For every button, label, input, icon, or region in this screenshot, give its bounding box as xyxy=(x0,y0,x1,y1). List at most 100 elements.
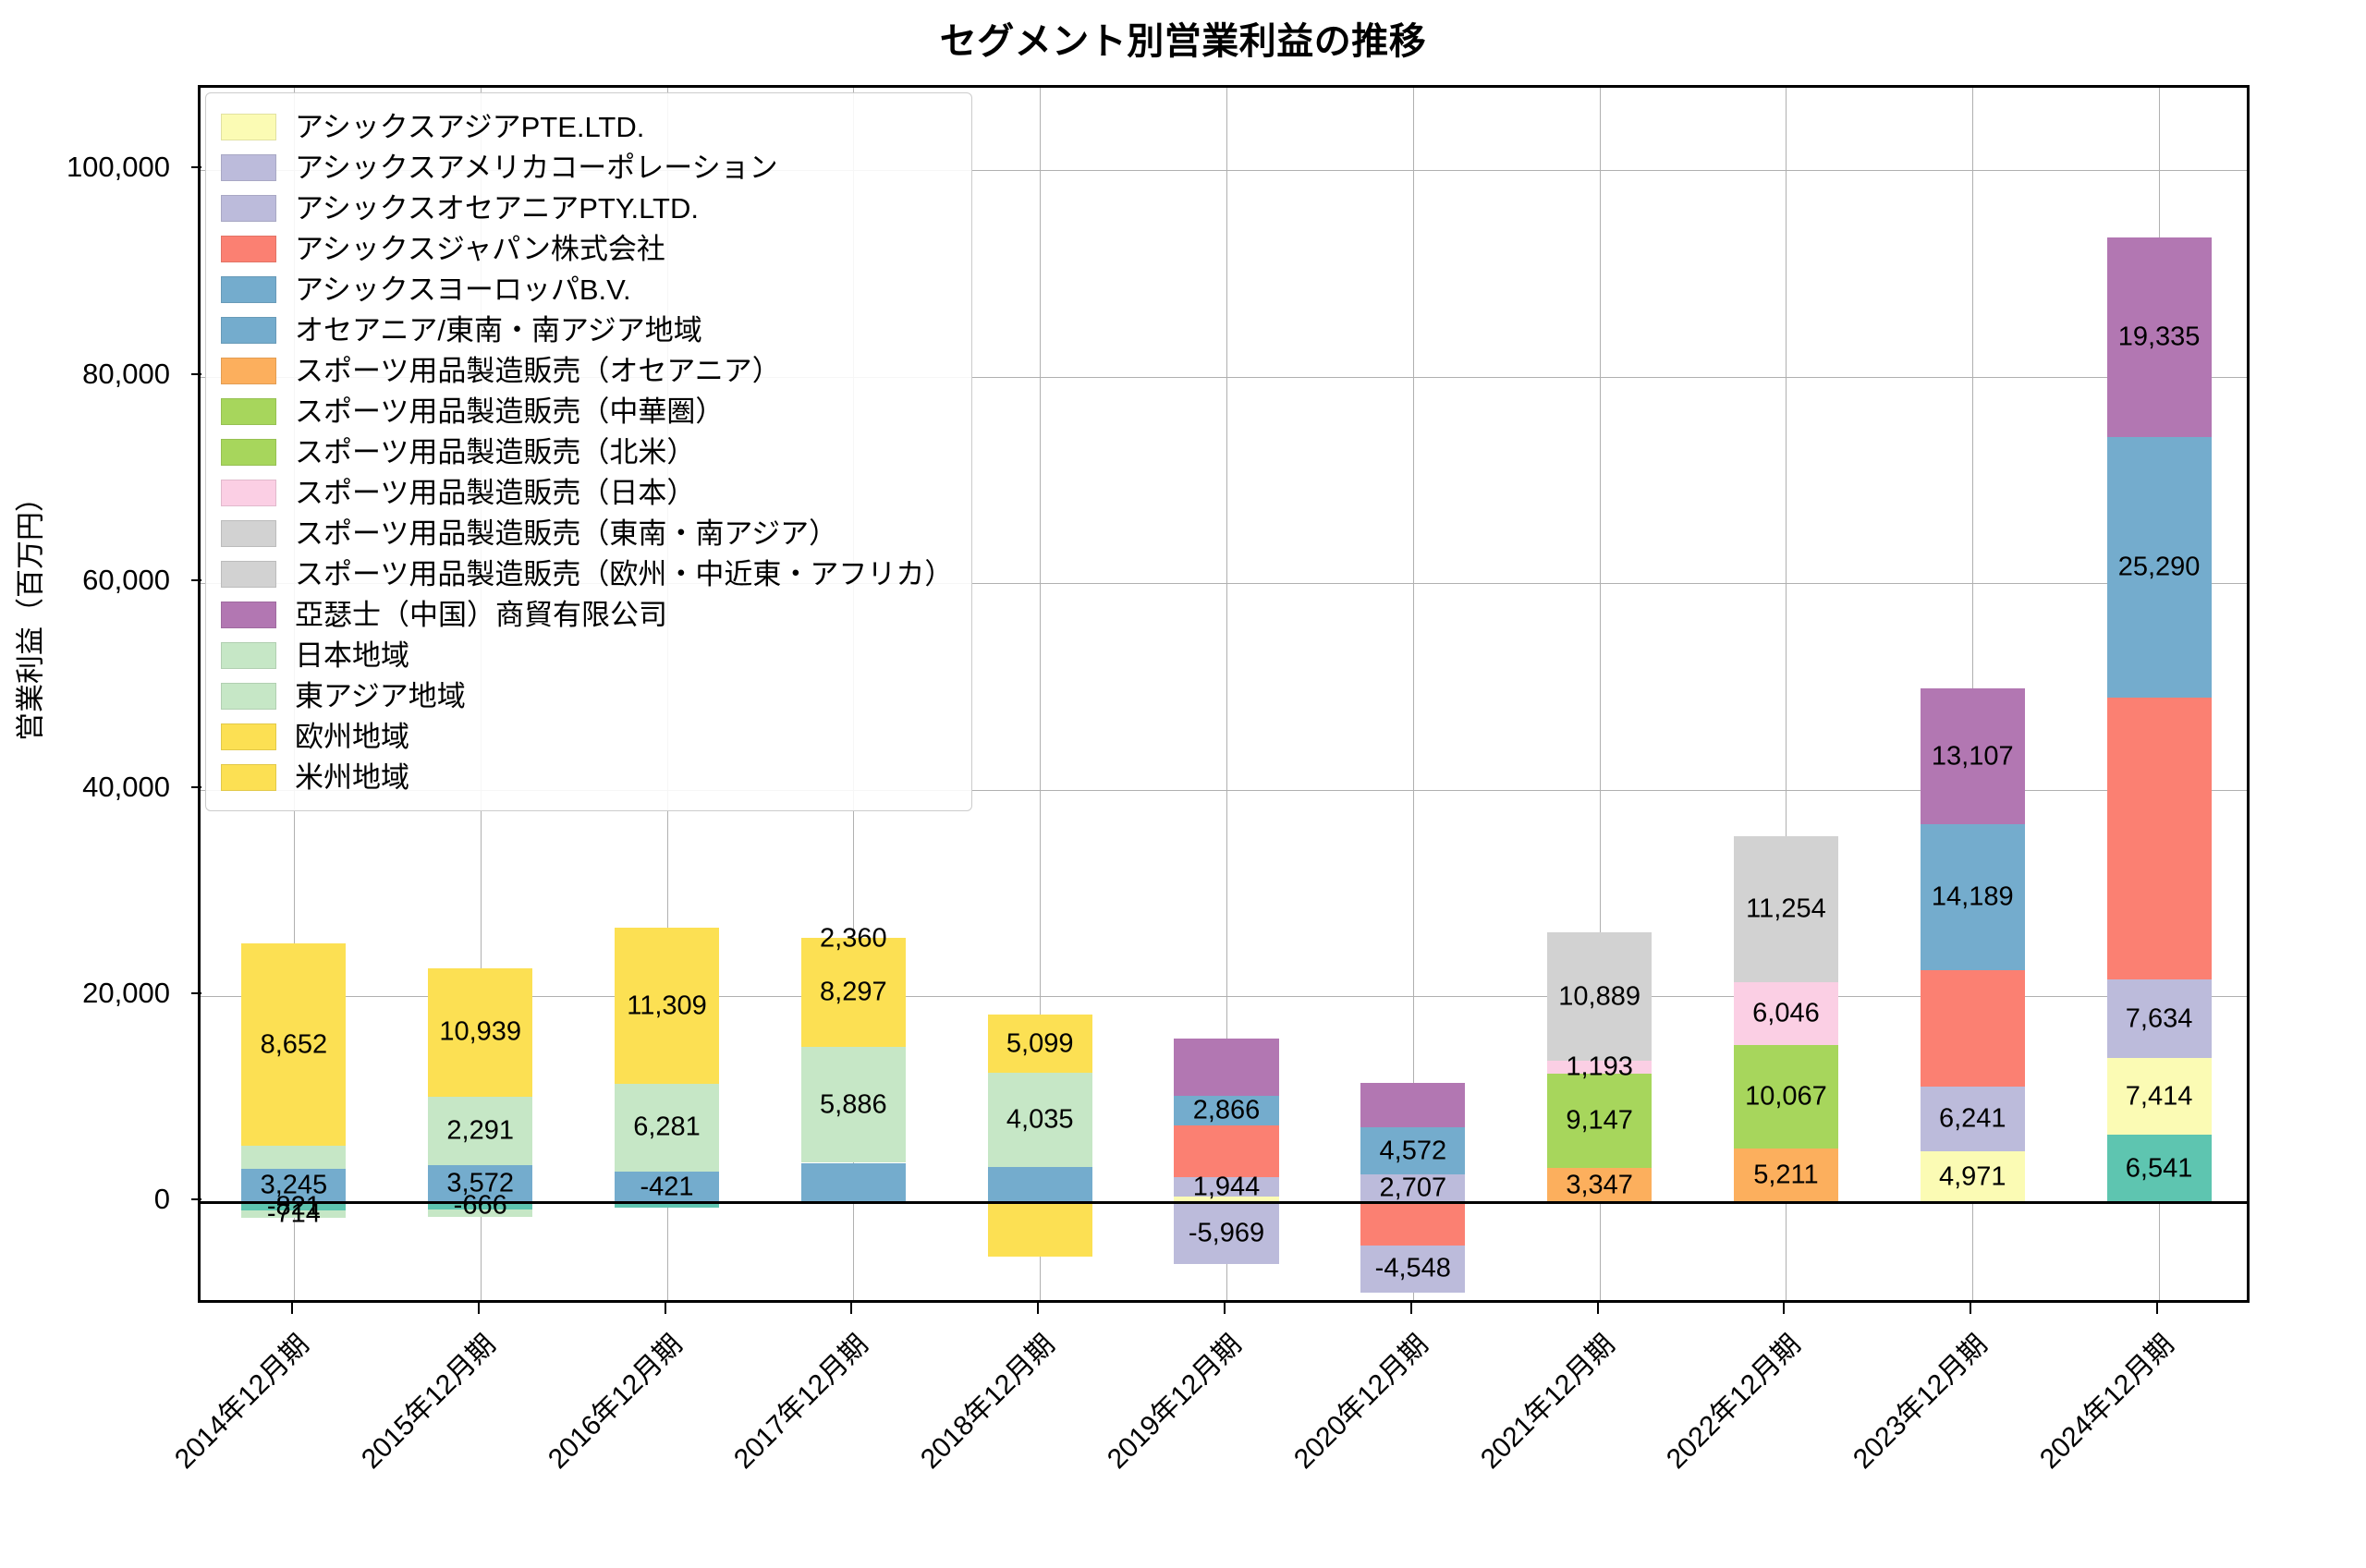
legend-item-label: 欧州地域 xyxy=(295,720,409,753)
bar-segment[interactable] xyxy=(1360,1202,1466,1246)
bar-segment[interactable] xyxy=(241,943,347,1147)
bar-segment[interactable] xyxy=(1733,1149,1838,1203)
bar-segment[interactable] xyxy=(428,1209,533,1217)
bar-segment[interactable] xyxy=(1920,1150,2025,1203)
bar-segment[interactable] xyxy=(1920,688,2025,824)
bar-segment[interactable] xyxy=(428,1096,533,1166)
bar-segment[interactable] xyxy=(987,1167,1092,1203)
bar-segment[interactable] xyxy=(1920,1087,2025,1151)
x-axis-tick-mark xyxy=(477,1303,480,1314)
bar-segment[interactable] xyxy=(1733,835,1838,983)
legend-item[interactable]: スポーツ用品製造販売（日本） xyxy=(221,472,953,513)
bar-segment[interactable] xyxy=(987,1015,1092,1074)
bar-group[interactable]: -4,548 2,707 4,572 xyxy=(1360,88,1466,1300)
bar-segment[interactable] xyxy=(987,1073,1092,1168)
bar-group[interactable]: 4,971 6,241 14,189 13,107 xyxy=(1920,88,2025,1300)
bar-segment[interactable] xyxy=(987,1202,1092,1258)
legend-item[interactable]: アシックスアメリカコーポレーション xyxy=(221,147,953,188)
legend-color-swatch xyxy=(221,641,276,669)
bar-segment[interactable] xyxy=(615,928,720,1084)
legend-item[interactable]: アシックスアジアPTE.LTD. xyxy=(221,106,953,147)
legend-item[interactable]: 欧州地域 xyxy=(221,716,953,757)
y-axis-tick-mark xyxy=(191,579,201,582)
bar-segment[interactable] xyxy=(1733,982,1838,1045)
legend-color-swatch xyxy=(221,397,276,425)
legend-color-swatch xyxy=(221,479,276,506)
bar-segment[interactable] xyxy=(1733,1044,1838,1149)
legend-item[interactable]: アシックスジャパン株式会社 xyxy=(221,228,953,269)
legend-item-label: 日本地域 xyxy=(295,638,409,672)
bar-segment[interactable] xyxy=(428,1165,533,1203)
bar-segment[interactable] xyxy=(241,1202,347,1211)
y-axis-tick-label: 60,000 xyxy=(82,564,170,597)
bar-segment[interactable] xyxy=(1174,1039,1279,1096)
bar-segment[interactable] xyxy=(1174,1095,1279,1125)
bar-segment[interactable] xyxy=(2106,237,2212,437)
gridline-horizontal xyxy=(201,170,2247,172)
legend-color-swatch xyxy=(221,682,276,710)
bar-segment[interactable] xyxy=(1360,1082,1466,1127)
bar-group[interactable]: 6,541 7,414 7,634 25,290 19,335 xyxy=(2106,88,2212,1300)
legend-item[interactable]: アシックスヨーロッパB.V. xyxy=(221,269,953,310)
gridline-vertical xyxy=(1786,88,1787,1300)
bar-segment[interactable] xyxy=(2106,436,2212,699)
legend-item[interactable]: 東アジア地域 xyxy=(221,675,953,716)
x-axis-tick-label: 2018年12月期 xyxy=(915,1329,1061,1476)
legend-item[interactable]: スポーツ用品製造販売（東南・南アジア） xyxy=(221,513,953,553)
bar-group[interactable]: 4,035 5,099 xyxy=(987,88,1092,1300)
legend-item[interactable]: オセアニア/東南・南アジア地域 xyxy=(221,310,953,350)
x-axis-tick-label: 2020年12月期 xyxy=(1287,1329,1434,1476)
x-axis-tick-mark xyxy=(850,1303,853,1314)
bar-segment[interactable] xyxy=(1174,1176,1279,1197)
legend-item[interactable]: 亞瑟士（中国）商貿有限公司 xyxy=(221,594,953,635)
bar-segment[interactable] xyxy=(800,938,906,939)
bar-segment[interactable] xyxy=(800,1162,906,1203)
chart-title: セグメント別営業利益の推移 xyxy=(939,21,1427,62)
bar-segment[interactable] xyxy=(241,1146,347,1170)
y-axis-tick-mark xyxy=(191,785,201,788)
bar-segment[interactable] xyxy=(2106,698,2212,980)
bar-segment[interactable] xyxy=(800,938,906,1048)
legend-item[interactable]: スポーツ用品製造販売（オセアニア） xyxy=(221,350,953,391)
bar-segment[interactable] xyxy=(1547,1073,1653,1168)
bar-segment[interactable] xyxy=(1920,823,2025,971)
bar-segment[interactable] xyxy=(1547,931,1653,1062)
bar-segment[interactable] xyxy=(2106,1135,2212,1203)
bar-segment[interactable] xyxy=(615,1083,720,1172)
bar-segment[interactable] xyxy=(241,1210,347,1219)
legend-item[interactable]: スポーツ用品製造販売（中華圏） xyxy=(221,391,953,432)
legend-item[interactable]: アシックスオセアニアPTY.LTD. xyxy=(221,188,953,228)
legend-item-label: 東アジア地域 xyxy=(295,679,466,712)
legend-item-label: アシックスジャパン株式会社 xyxy=(295,232,665,265)
bar-segment[interactable] xyxy=(241,1169,347,1203)
bar-segment[interactable] xyxy=(1174,1202,1279,1264)
bar-segment[interactable] xyxy=(615,1171,720,1203)
legend-item-label: アシックスアメリカコーポレーション xyxy=(295,151,778,184)
y-axis-tick-label: 0 xyxy=(153,1183,170,1216)
bar-group[interactable]: 5,211 10,067 6,046 11,254 xyxy=(1733,88,1838,1300)
bar-segment[interactable] xyxy=(1360,1246,1466,1293)
bar-segment[interactable] xyxy=(1547,1167,1653,1203)
bar-segment[interactable] xyxy=(615,1202,720,1208)
bar-segment[interactable] xyxy=(1174,1197,1279,1203)
gridline-horizontal xyxy=(201,376,2247,378)
bar-group[interactable]: 3,347 9,147 1,193 10,889 xyxy=(1547,88,1653,1300)
legend-item[interactable]: 米州地域 xyxy=(221,757,953,797)
y-axis-tick-mark xyxy=(191,991,201,994)
bar-segment[interactable] xyxy=(1547,1061,1653,1074)
bar-segment[interactable] xyxy=(1920,970,2025,1088)
bar-segment[interactable] xyxy=(428,967,533,1097)
bar-segment[interactable] xyxy=(1174,1124,1279,1177)
bar-segment[interactable] xyxy=(1360,1174,1466,1203)
bar-segment[interactable] xyxy=(428,1202,533,1209)
bar-group[interactable]: -5,969 1,944 2,866 xyxy=(1174,88,1279,1300)
bar-segment[interactable] xyxy=(1360,1127,1466,1175)
bar-segment[interactable] xyxy=(2106,979,2212,1059)
legend-item[interactable]: スポーツ用品製造販売（北米） xyxy=(221,432,953,472)
x-axis-tick-mark xyxy=(2156,1303,2159,1314)
bar-segment[interactable] xyxy=(2106,1058,2212,1136)
legend-item[interactable]: 日本地域 xyxy=(221,635,953,675)
bar-segment[interactable] xyxy=(800,1047,906,1163)
legend-color-swatch xyxy=(221,316,276,344)
legend-item[interactable]: スポーツ用品製造販売（欧州・中近東・アフリカ） xyxy=(221,553,953,594)
